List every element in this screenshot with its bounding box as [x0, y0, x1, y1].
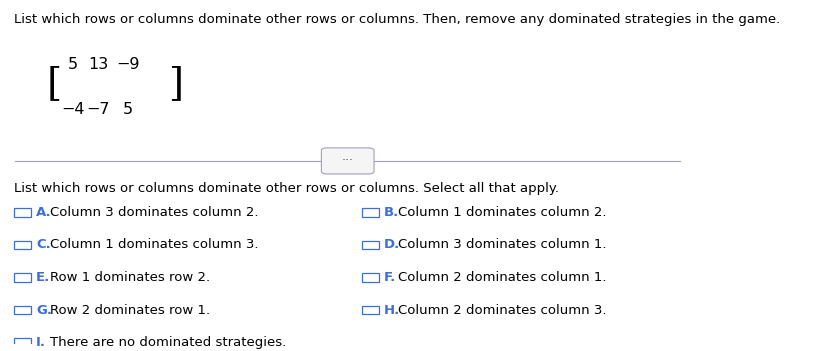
- Text: Row 1 dominates row 2.: Row 1 dominates row 2.: [50, 271, 210, 284]
- Text: C.: C.: [36, 238, 51, 251]
- Text: [: [: [46, 65, 61, 102]
- Text: List which rows or columns dominate other rows or columns. Then, remove any domi: List which rows or columns dominate othe…: [14, 13, 780, 26]
- Bar: [362, 241, 378, 249]
- Bar: [14, 208, 32, 217]
- Text: −9: −9: [116, 57, 140, 72]
- Text: 5: 5: [68, 57, 78, 72]
- Text: Column 2 dominates column 1.: Column 2 dominates column 1.: [398, 271, 606, 284]
- Text: D.: D.: [383, 238, 400, 251]
- Text: Column 3 dominates column 2.: Column 3 dominates column 2.: [50, 206, 258, 219]
- Text: ]: ]: [168, 65, 183, 102]
- Text: Column 2 dominates column 3.: Column 2 dominates column 3.: [398, 304, 606, 317]
- Text: ···: ···: [342, 154, 354, 167]
- Bar: [14, 306, 32, 314]
- Text: 13: 13: [88, 57, 109, 72]
- Bar: [362, 208, 378, 217]
- Text: F.: F.: [383, 271, 396, 284]
- Text: There are no dominated strategies.: There are no dominated strategies.: [50, 336, 286, 349]
- Text: E.: E.: [36, 271, 51, 284]
- Text: Row 2 dominates row 1.: Row 2 dominates row 1.: [50, 304, 210, 317]
- Text: Column 1 dominates column 2.: Column 1 dominates column 2.: [398, 206, 606, 219]
- Bar: [324, 151, 372, 171]
- Text: G.: G.: [36, 304, 52, 317]
- Text: H.: H.: [383, 304, 400, 317]
- Bar: [14, 338, 32, 347]
- Bar: [14, 241, 32, 249]
- FancyBboxPatch shape: [321, 148, 374, 174]
- Bar: [14, 273, 32, 282]
- Text: 5: 5: [123, 102, 133, 117]
- Text: I.: I.: [36, 336, 46, 349]
- Text: Column 3 dominates column 1.: Column 3 dominates column 1.: [398, 238, 606, 251]
- Bar: [362, 273, 378, 282]
- Text: −7: −7: [86, 102, 110, 117]
- Text: Column 1 dominates column 3.: Column 1 dominates column 3.: [50, 238, 258, 251]
- Text: B.: B.: [383, 206, 399, 219]
- Text: List which rows or columns dominate other rows or columns. Select all that apply: List which rows or columns dominate othe…: [14, 181, 559, 194]
- Text: −4: −4: [61, 102, 85, 117]
- Bar: [362, 306, 378, 314]
- Text: A.: A.: [36, 206, 51, 219]
